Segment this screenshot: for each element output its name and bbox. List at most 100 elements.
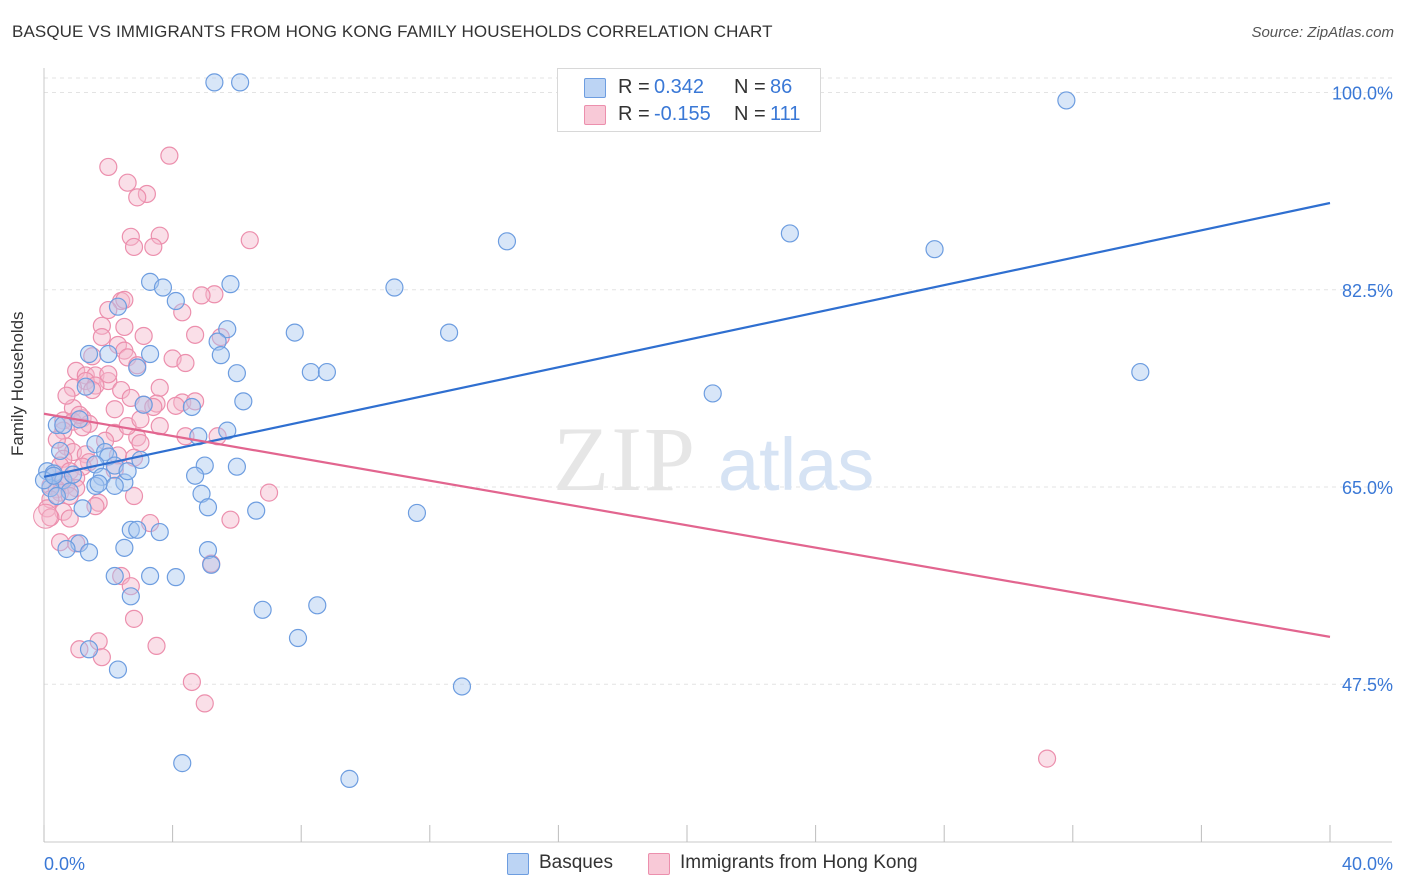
watermark-atlas: atlas xyxy=(718,423,874,506)
data-point-basques xyxy=(153,278,173,297)
data-point-basques xyxy=(186,466,205,485)
data-point-basques xyxy=(57,539,76,559)
source-credit: Source: ZipAtlas.com xyxy=(1251,24,1394,41)
data-point-basques xyxy=(925,240,944,259)
data-point-hong-kong xyxy=(137,184,156,204)
legend-swatch-basques xyxy=(584,78,606,98)
data-point-basques xyxy=(317,362,337,382)
data-point-basques xyxy=(115,538,134,557)
data-point-basques xyxy=(105,566,124,586)
gridlines xyxy=(44,77,1392,685)
data-point-hong-kong xyxy=(60,509,79,528)
data-point-hong-kong xyxy=(124,609,144,628)
data-point-basques xyxy=(108,297,128,316)
trend-lines xyxy=(43,201,1331,638)
correlation-legend: R = 0.342 N = 86 R = -0.155 N = 111 xyxy=(557,68,821,132)
data-point-basques xyxy=(115,473,134,492)
bottom-legend-swatch-basques xyxy=(507,853,529,875)
data-point-basques xyxy=(79,640,99,659)
y-axis-label: Family Households xyxy=(8,311,27,456)
data-point-basques xyxy=(198,498,218,517)
data-point-basques xyxy=(99,344,118,364)
legend-r-label: R = xyxy=(618,76,650,98)
trend-line-hong-kong xyxy=(43,412,1331,638)
data-point-hong-kong xyxy=(144,237,163,257)
data-point-basques xyxy=(108,660,128,679)
y-tick-label: 47.5% xyxy=(1342,675,1393,695)
data-point-hong-kong xyxy=(147,394,166,413)
data-point-basques xyxy=(385,278,404,297)
data-point-hong-kong xyxy=(1037,749,1057,768)
data-point-hong-kong xyxy=(99,157,118,177)
data-point-basques xyxy=(173,754,192,773)
data-point-basques xyxy=(182,397,201,417)
data-point-hong-kong xyxy=(186,325,205,344)
data-point-basques xyxy=(703,384,722,403)
data-point-basques xyxy=(218,421,237,440)
data-point-hong-kong xyxy=(33,503,59,529)
y-tick-label: 82.5% xyxy=(1342,281,1393,301)
data-point-basques xyxy=(89,474,108,493)
bottom-legend-label-basques: Basques xyxy=(539,852,613,873)
data-point-hong-kong xyxy=(99,300,118,320)
data-point-basques xyxy=(128,358,147,377)
data-point-basques xyxy=(76,377,95,396)
data-point-hong-kong xyxy=(57,386,76,405)
data-point-hong-kong xyxy=(121,577,140,596)
data-point-hong-kong xyxy=(128,188,147,207)
data-point-hong-kong xyxy=(240,231,259,250)
data-point-basques xyxy=(221,275,240,294)
data-point-hong-kong xyxy=(124,237,144,257)
axes xyxy=(43,68,1392,843)
legend-r-value: 0.342 xyxy=(654,76,705,98)
data-point-basques xyxy=(227,364,246,383)
data-point-basques xyxy=(285,323,304,342)
data-point-basques xyxy=(301,362,320,382)
x-tick-label: 0.0% xyxy=(44,854,85,874)
data-point-hong-kong xyxy=(150,378,169,397)
data-point-hong-kong xyxy=(166,396,185,415)
data-point-hong-kong xyxy=(160,146,179,165)
data-point-hong-kong xyxy=(50,533,70,552)
data-point-hong-kong xyxy=(41,508,60,527)
data-point-hong-kong xyxy=(186,392,205,411)
y-tick-label: 65.0% xyxy=(1342,478,1393,498)
watermark: ZIP atlas xyxy=(553,408,874,510)
legend-n-label: N = xyxy=(734,103,766,125)
bottom-legend-swatch-hong-kong xyxy=(648,853,670,875)
data-point-basques xyxy=(218,320,237,339)
data-point-basques xyxy=(79,344,99,364)
data-point-hong-kong xyxy=(115,290,134,310)
y-tick-label: 100.0% xyxy=(1332,84,1393,104)
data-point-hong-kong xyxy=(124,486,144,506)
data-point-basques xyxy=(247,501,266,520)
legend-swatch-hong-kong xyxy=(584,105,606,125)
data-point-hong-kong xyxy=(121,227,140,246)
data-point-basques xyxy=(128,520,147,539)
data-point-basques xyxy=(140,566,160,586)
data-point-basques xyxy=(166,568,185,587)
trend-line-basques xyxy=(43,201,1331,478)
data-point-hong-kong xyxy=(134,326,153,346)
data-point-basques xyxy=(50,441,70,461)
data-point-hong-kong xyxy=(176,353,195,373)
data-point-basques xyxy=(79,543,99,562)
data-point-hong-kong xyxy=(99,365,118,384)
data-point-hong-kong xyxy=(105,400,124,419)
legend-r-value: -0.155 xyxy=(654,103,711,125)
data-point-basques xyxy=(140,344,160,364)
legend-r-label: R = xyxy=(618,103,650,125)
data-point-basques xyxy=(121,587,140,606)
data-point-basques xyxy=(497,232,517,251)
data-point-hong-kong xyxy=(173,303,192,322)
data-point-hong-kong xyxy=(118,173,137,192)
bottom-legend-label-hong-kong: Immigrants from Hong Kong xyxy=(680,852,918,873)
data-point-basques xyxy=(234,392,253,411)
data-point-basques xyxy=(118,462,137,481)
data-point-hong-kong xyxy=(131,410,150,429)
data-point-hong-kong xyxy=(192,286,211,305)
data-point-basques xyxy=(452,677,472,696)
data-point-hong-kong xyxy=(259,483,279,502)
chart-title: BASQUE VS IMMIGRANTS FROM HONG KONG FAMI… xyxy=(12,22,773,41)
